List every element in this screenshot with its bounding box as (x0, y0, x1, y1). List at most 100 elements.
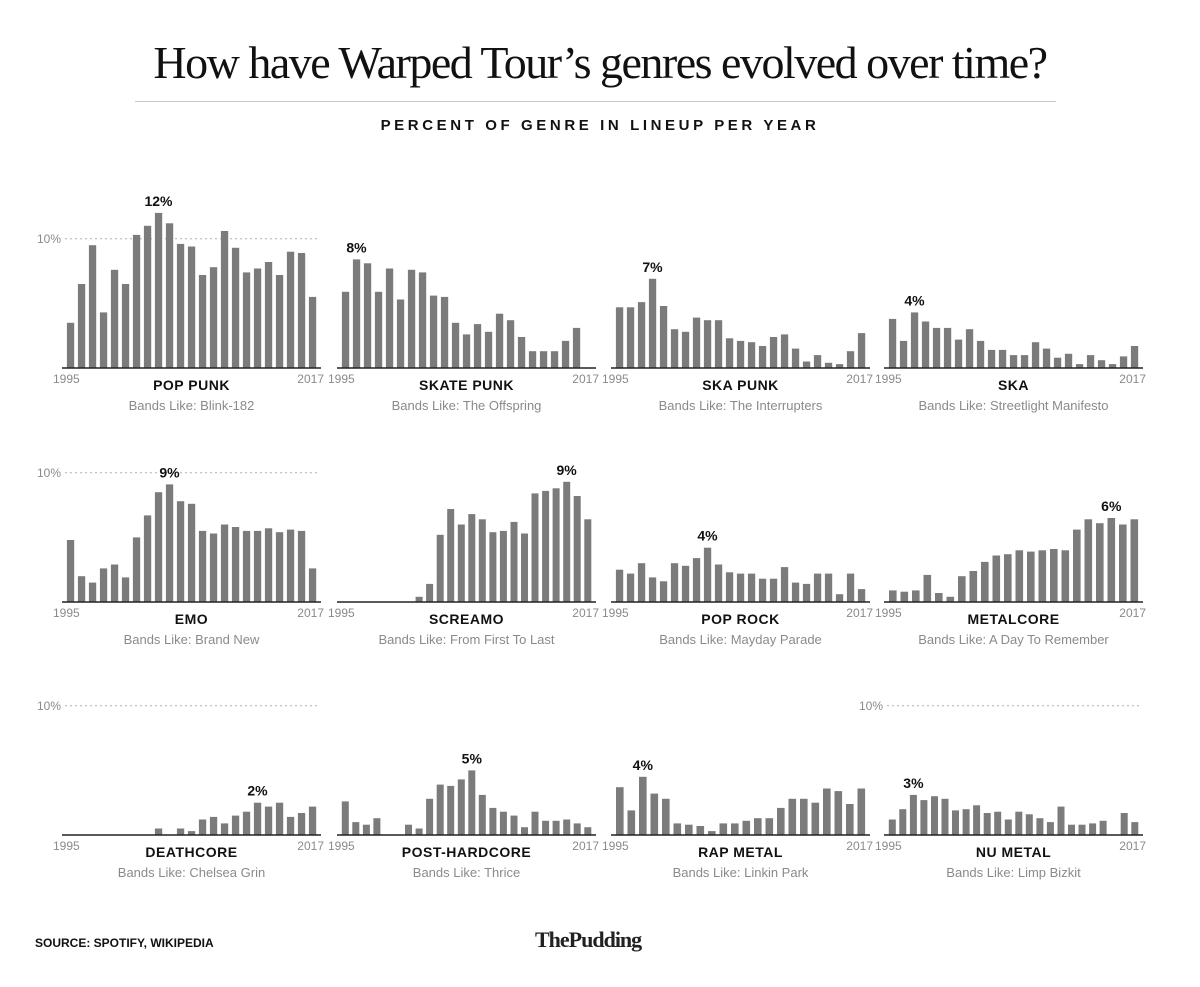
rap-metal-bar (777, 807, 785, 835)
skate-punk-bar (484, 331, 493, 368)
skate-punk-bar (407, 269, 416, 368)
ska-punk-bar (791, 348, 800, 368)
rap-metal-bar (616, 787, 624, 835)
ska-punk-bar (615, 307, 624, 368)
pop-rock-bar (824, 573, 833, 602)
metalcore-bar (992, 555, 1001, 602)
post-hardcore-title: POST-HARDCORE (402, 844, 531, 860)
post-hardcore-x-start-label: 1995 (328, 839, 355, 853)
deathcore-bar (253, 802, 262, 835)
pop-punk-bar (220, 231, 229, 368)
pop-rock-peak-label: 4% (697, 528, 718, 544)
pop-rock-bar (692, 558, 701, 602)
rap-metal-bar (834, 791, 843, 835)
deathcore-bar (198, 819, 207, 835)
rap-metal-x-start-label: 1995 (602, 839, 629, 853)
ska-bar (976, 340, 985, 368)
nu-metal-bar (1099, 820, 1107, 835)
pop-punk-peak-label: 12% (144, 193, 173, 209)
nu-metal-bar (1120, 813, 1128, 835)
ska-punk-bar (736, 340, 745, 368)
metalcore-bar (1073, 529, 1081, 602)
nu-metal-bar (994, 811, 1002, 835)
pop-punk-bar (187, 246, 196, 368)
nu-metal-bar (899, 809, 907, 835)
pop-rock-bar (857, 589, 866, 602)
ska-punk-bar (725, 338, 734, 368)
screamo-x-end-label: 2017 (572, 606, 599, 620)
metalcore-bar (900, 591, 909, 602)
pop-punk-bar (77, 284, 86, 368)
nu-metal-bar (952, 810, 959, 835)
skate-punk-bar (462, 334, 471, 368)
ska-bar (1064, 353, 1073, 368)
pop-rock-bar (835, 594, 844, 602)
ska-bar (943, 327, 952, 368)
nu-metal-gridline-label: 10% (859, 699, 883, 713)
ska-bar (932, 327, 941, 368)
emo-bar (176, 501, 185, 602)
ska-punk-title: SKA PUNK (702, 377, 779, 393)
nu-metal-x-start-label: 1995 (875, 839, 902, 853)
skate-punk-bar (517, 337, 526, 368)
post-hardcore-bar (510, 815, 518, 835)
screamo-bar (573, 496, 581, 602)
pop-rock-bar (802, 583, 811, 602)
emo-peak-label: 9% (159, 464, 180, 480)
pop-punk-bar (110, 269, 119, 368)
deathcore-bar (176, 828, 185, 835)
nu-metal-bar (1131, 822, 1139, 835)
deathcore-gridline-label: 10% (37, 699, 61, 713)
metalcore-bar (1050, 549, 1058, 602)
ska-bar (998, 349, 1007, 368)
post-hardcore-bar (341, 801, 349, 835)
screamo-bar (584, 519, 592, 602)
pop-rock-x-start-label: 1995 (602, 606, 629, 620)
skate-punk-bar (451, 322, 460, 368)
metalcore-bar (1119, 524, 1127, 602)
skate-punk-bar (429, 295, 438, 368)
metalcore-bar (1004, 554, 1012, 602)
skate-punk-bar (528, 351, 537, 368)
rap-metal-bar (811, 802, 820, 835)
ska-bar (1097, 360, 1106, 368)
pop-rock-bar (670, 563, 679, 602)
ska-bar (1031, 342, 1040, 368)
emo-bar (308, 568, 317, 602)
rap-metal-title: RAP METAL (698, 844, 783, 860)
metalcore-bar (935, 593, 943, 602)
rap-metal-bar (650, 793, 659, 835)
emo-title: EMO (175, 611, 208, 627)
post-hardcore-bar (499, 811, 507, 835)
pop-rock-bar (769, 578, 778, 602)
post-hardcore-bar (563, 819, 571, 835)
ska-punk-bar (681, 331, 690, 368)
ska-bar (987, 349, 996, 368)
ska-punk-bar (846, 351, 855, 368)
emo-bar (143, 515, 152, 602)
ska-x-end-label: 2017 (1119, 372, 1146, 386)
ska-x-start-label: 1995 (875, 372, 902, 386)
ska-punk-bar (747, 342, 756, 368)
pop-rock-bar (637, 563, 646, 602)
ska-punk-bar (648, 278, 657, 368)
skate-punk-bar (352, 259, 361, 368)
post-hardcore-bar (552, 820, 560, 835)
post-hardcore-subtitle: Bands Like: Thrice (413, 865, 520, 880)
pop-punk-bar (88, 245, 97, 368)
rap-metal-bar (788, 798, 797, 835)
skate-punk-bar (550, 351, 559, 368)
pop-punk-bar (165, 223, 174, 368)
emo-bar (209, 533, 218, 602)
deathcore-subtitle: Bands Like: Chelsea Grin (118, 865, 265, 880)
screamo-x-start-label: 1995 (328, 606, 355, 620)
rap-metal-bar (719, 823, 728, 835)
ska-bar (1075, 364, 1084, 368)
emo-subtitle: Bands Like: Brand New (124, 632, 260, 647)
pop-punk-bar (308, 296, 317, 368)
emo-bar (66, 540, 75, 602)
deathcore-bar (187, 831, 196, 835)
rap-metal-bar (662, 798, 670, 835)
metalcore-title: METALCORE (967, 611, 1059, 627)
post-hardcore-x-end-label: 2017 (572, 839, 599, 853)
